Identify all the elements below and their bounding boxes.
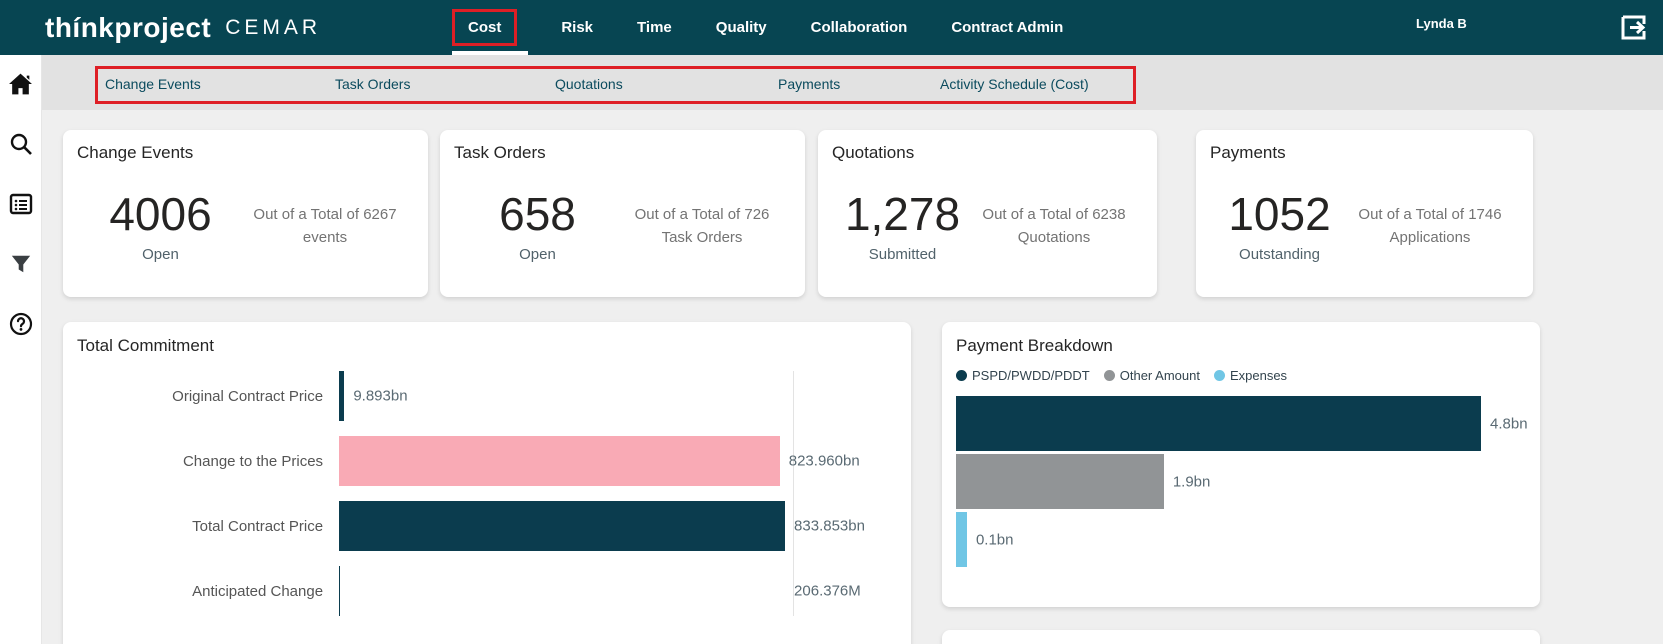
bar-change-to-the-prices[interactable] (339, 436, 780, 486)
list-icon[interactable] (8, 191, 33, 216)
category-label: Change to the Prices (182, 452, 324, 470)
bar-row: Total Contract Price 833.853bn (77, 501, 897, 551)
data-label: 4.8bn (1490, 415, 1528, 432)
gridline (793, 371, 794, 616)
logo-text: thínkproject (45, 11, 212, 43)
kpi-row: Change Events 4006 Open Out of a Total o… (63, 130, 1663, 297)
category-label: Total Contract Price (192, 517, 324, 535)
bar-expenses[interactable] (956, 512, 967, 567)
kpi-card-quotations: Quotations 1,278 Submitted Out of a Tota… (818, 130, 1157, 297)
brand-logo: thínkproject CEMAR (45, 0, 321, 55)
bar-row: 0.1bn (956, 512, 1526, 567)
kpi-title: Change Events (77, 143, 194, 162)
dashboard-canvas: Change Events 4006 Open Out of a Total o… (42, 110, 1663, 644)
kpi-card-task-orders: Task Orders 658 Open Out of a Total of 7… (440, 130, 805, 297)
bar-row: Anticipated Change 206.376M (77, 566, 897, 616)
nav-tab-contract-admin[interactable]: Contract Admin (951, 19, 1064, 36)
active-tab-indicator (452, 51, 528, 55)
chart-title: Payment Breakdown (956, 336, 1113, 355)
kpi-status: Submitted (868, 245, 937, 263)
filter-icon[interactable] (8, 251, 33, 276)
bar-chart: 4.8bn 1.9bn 0.1bn (956, 396, 1528, 567)
bar-pspd-pwdd-pddt[interactable] (956, 396, 1481, 451)
bar-row: Original Contract Price 9.893bn (77, 371, 897, 421)
kpi-value: 1052 (1228, 188, 1331, 241)
data-label: 9.893bn (353, 387, 408, 405)
charts-row: Total Commitment Original Contract Price… (63, 322, 1663, 644)
nav-tab-cost[interactable]: Cost (452, 9, 518, 46)
user-name[interactable]: Lynda B (1416, 16, 1467, 31)
kpi-total-text: Out of a Total of 1746 Applications (1358, 205, 1502, 246)
legend-label: PSPD/PWDD/PDDT (972, 368, 1090, 383)
body: Change Events Task Orders Quotations Pay… (0, 55, 1663, 644)
kpi-total-text: Out of a Total of 726 Task Orders (634, 205, 770, 246)
bar-chart: Original Contract Price 9.893bn Change to … (77, 371, 897, 616)
chart-total-commitment: Total Commitment Original Contract Price… (63, 322, 911, 644)
kpi-card-payments: Payments 1052 Outstanding Out of a Total… (1196, 130, 1533, 297)
kpi-status: Open (519, 245, 556, 263)
legend-label: Expenses (1229, 368, 1288, 383)
bar-row: 1.9bn (956, 454, 1526, 509)
legend-dot-icon (956, 370, 967, 381)
legend-label: Other Amount (1119, 368, 1200, 383)
data-label: 0.1bn (975, 531, 1014, 548)
main-nav: Cost Risk Time Quality Collaboration Con… (452, 0, 1063, 55)
kpi-total-text: Out of a Total of 6267 events (253, 205, 397, 246)
bar-total-contract-price[interactable] (339, 501, 786, 551)
category-label: Anticipated Change (192, 582, 324, 600)
top-header: thínkproject CEMAR Cost Risk Time Qualit… (0, 0, 1663, 55)
data-label: 206.376M (794, 582, 861, 600)
kpi-value: 4006 (109, 188, 212, 241)
kpi-status: Outstanding (1239, 245, 1320, 263)
left-toolbar (0, 55, 42, 644)
logout-icon[interactable] (1620, 14, 1647, 41)
bar-other-amount[interactable] (956, 454, 1164, 509)
subnav-quotations[interactable]: Quotations (555, 76, 623, 92)
product-name: CEMAR (225, 15, 322, 39)
kpi-title: Payments (1210, 143, 1286, 162)
subnav-payments[interactable]: Payments (778, 76, 841, 92)
help-icon[interactable] (8, 311, 33, 336)
subnav-task-orders[interactable]: Task Orders (335, 76, 411, 92)
legend-dot-icon (1103, 370, 1115, 381)
search-icon[interactable] (8, 131, 33, 156)
sub-nav: Change Events Task Orders Quotations Pay… (42, 55, 1663, 110)
data-label: 823.960bn (788, 452, 860, 470)
chart-legend: PSPD/PWDD/PDDT Other Amount Expenses (956, 368, 1526, 383)
nav-tab-quality[interactable]: Quality (715, 19, 767, 36)
kpi-title: Task Orders (454, 143, 546, 162)
subnav-change-events[interactable]: Change Events (105, 76, 201, 92)
data-label: 1.9bn (1172, 473, 1211, 490)
kpi-value: 1,278 (844, 188, 961, 241)
kpi-total-text: Out of a Total of 6238 Quotations (982, 205, 1126, 246)
right-column: Payment Breakdown PSPD/PWDD/PDDT Other Am… (942, 322, 1540, 644)
category-label: Original Contract Price (172, 387, 324, 405)
legend-dot-icon (1213, 370, 1225, 381)
kpi-value: 658 (499, 188, 576, 241)
subnav-activity-schedule[interactable]: Activity Schedule (Cost) (940, 76, 1089, 92)
bar-row: Change to the Prices 823.960bn (77, 436, 897, 486)
kpi-card-change-events: Change Events 4006 Open Out of a Total o… (63, 130, 428, 297)
kpi-status: Open (142, 245, 179, 263)
nav-tab-time[interactable]: Time (637, 19, 672, 36)
chart-title: Total Commitment (77, 336, 214, 355)
legend-item-pspd-pwdd-pddt[interactable]: PSPD/PWDD/PDDT (956, 368, 1090, 383)
next-card-partial (942, 630, 1540, 644)
bar-row: 4.8bn (956, 396, 1528, 451)
home-icon[interactable] (8, 71, 33, 96)
legend-item-other-amount[interactable]: Other Amount (1103, 368, 1200, 383)
chart-payment-breakdown: Payment Breakdown PSPD/PWDD/PDDT Other Am… (942, 322, 1540, 607)
content-area: Change Events Task Orders Quotations Pay… (42, 55, 1663, 644)
bar-original-contract-price[interactable] (339, 371, 345, 421)
legend-item-expenses[interactable]: Expenses (1213, 368, 1288, 383)
kpi-title: Quotations (832, 143, 915, 162)
data-label: 833.853bn (794, 517, 865, 535)
nav-tab-risk[interactable]: Risk (561, 19, 594, 36)
nav-tab-collaboration[interactable]: Collaboration (810, 19, 908, 36)
